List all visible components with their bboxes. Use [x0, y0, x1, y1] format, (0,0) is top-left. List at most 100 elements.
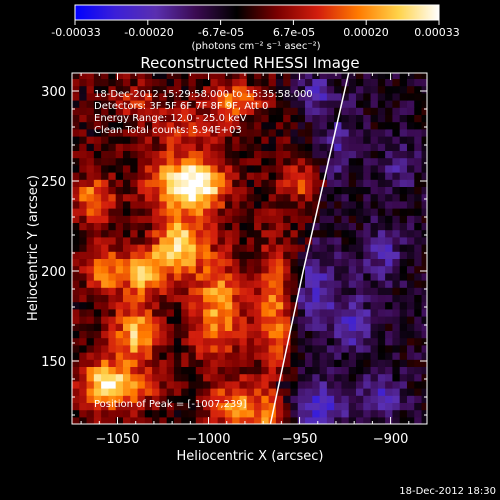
heatmap-cell — [348, 244, 357, 252]
heatmap-cell — [217, 73, 226, 79]
heatmap-cell — [101, 193, 110, 202]
heatmap-cell — [414, 121, 423, 130]
heatmap-cell — [341, 164, 350, 173]
heatmap-cell — [195, 388, 204, 396]
heatmap-cell — [217, 136, 226, 144]
heatmap-cell — [305, 78, 313, 87]
heatmap-cell — [246, 172, 255, 180]
heatmap-cell — [166, 244, 175, 252]
heatmap-cell — [246, 380, 255, 389]
heatmap-cell — [290, 287, 299, 295]
heatmap-cell — [399, 164, 408, 173]
heatmap-cell — [115, 208, 124, 216]
heatmap-cell — [232, 121, 241, 130]
heatmap-cell — [246, 409, 255, 418]
heatmap-cell — [414, 92, 423, 101]
heatmap-cell — [101, 373, 110, 382]
heatmap-cell — [334, 380, 343, 389]
heatmap-cell — [406, 193, 415, 202]
heatmap-cell — [261, 208, 270, 216]
heatmap-cell — [305, 294, 313, 303]
heatmap-cell — [101, 215, 110, 223]
heatmap-cell — [173, 150, 182, 159]
heatmap-cell — [341, 229, 350, 238]
heatmap-cell — [195, 179, 204, 187]
heatmap-cell — [232, 395, 241, 403]
heatmap-cell — [203, 366, 211, 375]
heatmap-cell — [173, 215, 182, 223]
heatmap-cell — [101, 337, 110, 346]
heatmap-cell — [122, 395, 131, 403]
heatmap-cell — [246, 136, 255, 144]
colorbar-units-label: (photons cm⁻² s⁻¹ asec⁻²) — [191, 41, 320, 52]
heatmap-cell — [137, 380, 146, 389]
heatmap-cell — [290, 352, 299, 360]
heatmap-cell — [79, 265, 88, 274]
heatmap-cell — [290, 301, 299, 310]
heatmap-cell — [188, 330, 197, 339]
heatmap-cell — [421, 78, 427, 87]
heatmap-cell — [93, 366, 102, 375]
heatmap-cell — [399, 316, 408, 324]
heatmap-cell — [363, 222, 372, 231]
heatmap-cell — [72, 92, 80, 101]
heatmap-cell — [399, 157, 408, 166]
heatmap-cell — [275, 85, 284, 94]
heatmap-cell — [261, 287, 270, 295]
heatmap-cell — [363, 323, 372, 331]
heatmap-cell — [348, 380, 357, 389]
heatmap-cell — [414, 193, 423, 202]
heatmap-cell — [101, 308, 110, 317]
heatmap-cell — [305, 388, 313, 396]
heatmap-cell — [297, 208, 306, 216]
heatmap-cell — [210, 73, 219, 79]
heatmap-cell — [173, 272, 182, 281]
heatmap-cell — [363, 366, 372, 375]
heatmap-cell — [363, 150, 372, 159]
heatmap-cell — [254, 150, 262, 159]
heatmap-cell — [203, 85, 211, 94]
heatmap-cell — [79, 352, 88, 360]
heatmap-cell — [399, 395, 408, 403]
heatmap-cell — [261, 186, 270, 195]
footer-timestamp: 18-Dec-2012 18:30 — [399, 486, 496, 497]
heatmap-cell — [246, 359, 255, 367]
heatmap-cell — [348, 143, 357, 151]
heatmap-cell — [305, 114, 313, 123]
heatmap-cell — [224, 416, 233, 424]
heatmap-cell — [217, 78, 226, 87]
heatmap-cell — [152, 251, 160, 259]
heatmap-cell — [115, 323, 124, 331]
heatmap-cell — [210, 186, 219, 195]
heatmap-cell — [195, 73, 204, 79]
heatmap-cell — [122, 100, 131, 108]
heatmap-cell — [144, 402, 153, 411]
heatmap-cell — [108, 164, 117, 173]
heatmap-cell — [101, 85, 110, 94]
heatmap-cell — [370, 308, 379, 317]
heatmap-cell — [297, 92, 306, 101]
heatmap-cell — [290, 157, 299, 166]
heatmap-cell — [312, 337, 321, 346]
heatmap-cell — [93, 388, 102, 396]
heatmap-cell — [399, 186, 408, 195]
heatmap-cell — [399, 78, 408, 87]
heatmap-cell — [246, 73, 255, 79]
heatmap-cell — [72, 294, 80, 303]
heatmap-cell — [421, 366, 427, 375]
heatmap-cell — [217, 172, 226, 180]
heatmap-cell — [421, 73, 427, 79]
heatmap-cell — [341, 301, 350, 310]
heatmap-cell — [385, 215, 394, 223]
heatmap-cell — [268, 337, 277, 346]
heatmap-cell — [130, 164, 139, 173]
heatmap-cell — [312, 157, 321, 166]
heatmap-cell — [239, 121, 248, 130]
heatmap-cell — [173, 258, 182, 267]
heatmap-cell — [326, 344, 335, 353]
heatmap-cell — [166, 114, 175, 123]
heatmap-cell — [115, 251, 124, 259]
heatmap-cell — [195, 287, 204, 295]
heatmap-cell — [319, 114, 328, 123]
heatmap-cell — [166, 272, 175, 281]
